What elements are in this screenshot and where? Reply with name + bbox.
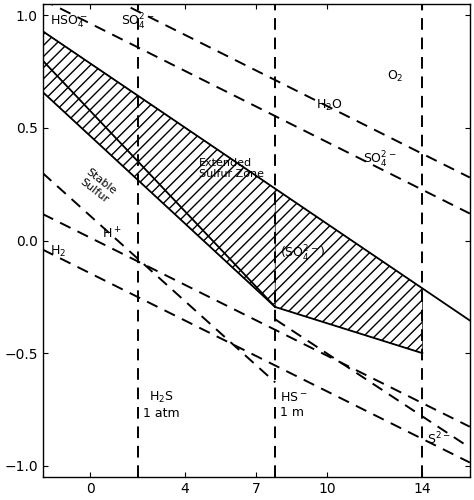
Text: Stable
Sulfur: Stable Sulfur [77, 167, 118, 206]
Text: (SO$_4^{2-}$): (SO$_4^{2-}$) [280, 244, 325, 264]
Polygon shape [43, 31, 275, 307]
Text: Extended
Sulfur Zone: Extended Sulfur Zone [199, 158, 264, 180]
Text: H$_2$S
1 atm: H$_2$S 1 atm [143, 390, 180, 420]
Text: O$_2$: O$_2$ [387, 68, 403, 84]
Text: H$^+$: H$^+$ [102, 226, 122, 242]
Text: HS$^-$
1 m: HS$^-$ 1 m [280, 391, 308, 419]
Text: SO$_4^{2-}$: SO$_4^{2-}$ [363, 150, 397, 170]
Text: HSO$_4^-$: HSO$_4^-$ [50, 14, 87, 30]
Text: SO$_4^{2-}$: SO$_4^{2-}$ [121, 12, 155, 32]
Text: H$_2$O: H$_2$O [316, 98, 342, 113]
Text: S$^{2-}$: S$^{2-}$ [427, 430, 451, 447]
Text: H$_2$: H$_2$ [50, 244, 66, 260]
